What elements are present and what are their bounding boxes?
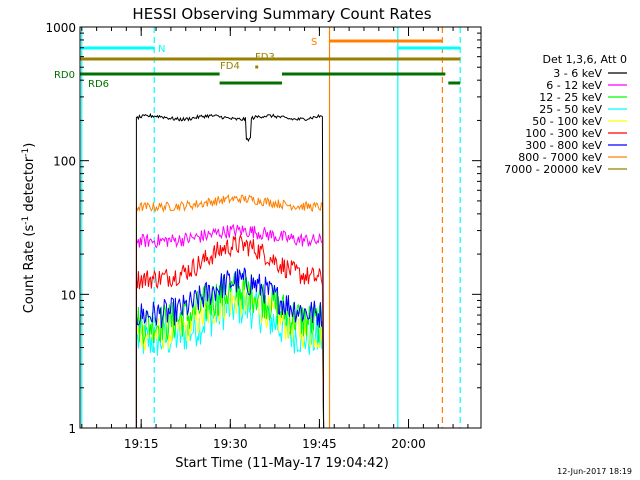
series-line-1 [135,223,325,428]
y-tick-label: 100 [53,155,76,169]
series-line-5 [135,233,325,428]
y-axis-label: Count Rate (s-1 detector-1) [21,143,37,314]
legend-label: 3 - 6 keV [553,67,602,80]
flag-label-n: N [158,44,165,55]
y-tick-label: 1000 [45,21,76,35]
footer-timestamp: 12-Jun-2017 18:19 [557,467,632,476]
x-tick-label: 20:00 [391,437,426,451]
y-tick-label: 10 [61,288,76,302]
legend-label: 50 - 100 keV [532,115,602,128]
series-line-7 [135,194,325,428]
legend-label: 12 - 25 keV [539,91,602,104]
y-tick-label: 1 [68,422,76,436]
flag-label-rd0: RD0 [54,70,75,81]
legend-label: 7000 - 20000 keV [504,163,602,176]
legend-label: 25 - 50 keV [539,103,602,116]
flag-label-fd4: FD4 [220,61,240,72]
x-tick-label: 19:15 [124,437,159,451]
legend-title: Det 1,3,6, Att 0 [543,53,627,66]
x-axis-label: Start Time (11-May-17 19:04:42) [175,456,389,471]
flag-label-fd3: FD3 [255,52,275,63]
vertical-markers [81,27,461,428]
legend-label: 300 - 800 keV [525,139,602,152]
x-tick-label: 19:30 [213,437,248,451]
x-axis-ticks: 19:15 19:30 19:45 20:00 [81,27,469,451]
x-tick-label: 19:45 [302,437,337,451]
flag-label-s: S [311,37,317,48]
legend-label: 100 - 300 keV [525,127,602,140]
y-axis-ticks: 1 10 100 1000 [45,21,481,436]
chart-title: HESSI Observing Summary Count Rates [132,5,431,23]
plot-frame [79,26,482,429]
series-line-2 [135,271,325,428]
flag-label-rd6: RD6 [88,79,109,90]
series-lines [135,112,325,428]
legend-label: 800 - 7000 keV [518,151,602,164]
legend-label: 6 - 12 keV [546,79,602,92]
series-line-0 [135,112,325,428]
series-line-6 [135,267,325,428]
flag-bars: N S FD3 FD4 RD0 RD6 [54,37,461,90]
